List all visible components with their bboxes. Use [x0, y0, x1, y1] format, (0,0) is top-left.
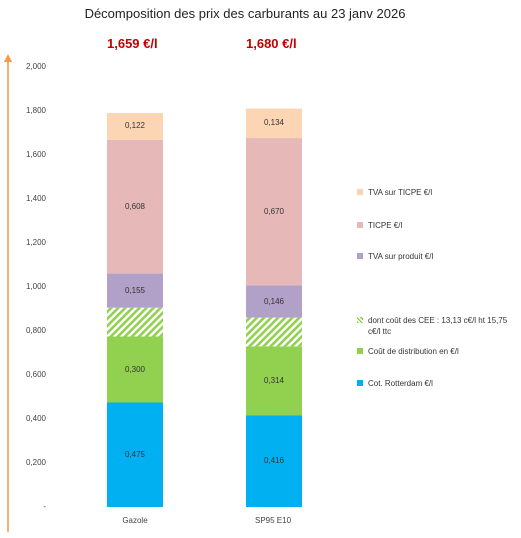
x-tick-sp95: SP95 E10: [254, 516, 292, 525]
legend-item: TICPE €/l: [357, 220, 517, 231]
y-tick-label: 1,600: [25, 150, 46, 159]
legend-item: Coût de distribution en €/l: [357, 346, 517, 357]
data-label: 0,416: [263, 456, 285, 466]
legend-label: dont coût des CEE : 13,13 c€/l ht 15,75 …: [368, 316, 508, 336]
y-tick-label: 0,400: [25, 414, 46, 423]
legend-label: TVA sur produit €/l: [368, 252, 434, 261]
bar-segment-sp95-e10-5: [246, 108, 302, 139]
y-tick-label: 0,600: [25, 370, 46, 379]
legend-label: TVA sur TICPE €/l: [368, 188, 433, 197]
chart-title: Décomposition des prix des carburants au…: [84, 6, 406, 21]
data-label: 0,146: [263, 296, 285, 306]
y-tick-label: -: [43, 502, 46, 511]
bar-segment-gazole-3: [107, 273, 163, 308]
price-label-gazole: 1,659 €/l: [107, 36, 158, 51]
data-label: 0,670: [263, 206, 285, 216]
legend-swatch: [357, 189, 363, 195]
legend-swatch: [357, 317, 363, 323]
legend-label: TICPE €/l: [368, 221, 403, 230]
legend-item: Cot. Rotterdam €/l: [357, 378, 517, 389]
data-label: 0,300: [124, 364, 146, 374]
data-label: 0,608: [124, 201, 146, 211]
y-tick-label: 1,400: [25, 194, 46, 203]
data-label: 0,134: [263, 118, 285, 128]
bar-segment-gazole-4: [107, 139, 163, 274]
y-tick-label: 0,200: [25, 458, 46, 467]
vertical-arrow-head: [4, 54, 12, 62]
legend-item: TVA sur TICPE €/l: [357, 187, 517, 198]
price-label-sp95: 1,680 €/l: [246, 36, 297, 51]
y-tick-label: 0,800: [25, 326, 46, 335]
bar-segment-gazole-5: [107, 112, 163, 140]
legend-item: dont coût des CEE : 13,13 c€/l ht 15,75 …: [357, 315, 517, 337]
data-label: 0,122: [124, 121, 146, 131]
bar-segment-sp95-e10-3: [246, 285, 302, 318]
y-tick-label: 1,200: [25, 238, 46, 247]
data-label: 0,314: [263, 375, 285, 385]
data-label: 0,475: [124, 449, 146, 459]
data-label: 0,155: [124, 285, 146, 295]
legend-swatch: [357, 253, 363, 259]
bar-segment-sp95-e10-4: [246, 138, 302, 286]
legend-item: TVA sur produit €/l: [357, 251, 517, 262]
bar-segment-gazole-0: [107, 402, 163, 507]
legend-label: Cot. Rotterdam €/l: [368, 379, 433, 388]
bar-segment-sp95-e10-0: [246, 415, 302, 507]
y-tick-label: 1,800: [25, 106, 46, 115]
legend-label: Coût de distribution en €/l: [368, 347, 459, 356]
legend-swatch: [357, 222, 363, 228]
y-tick-label: 2,000: [25, 62, 46, 71]
legend-swatch: [357, 348, 363, 354]
y-tick-label: 1,000: [25, 282, 46, 291]
bar-segment-sp95-e10-2: [246, 317, 302, 347]
legend-swatch: [357, 380, 363, 386]
x-tick-gazole: Gazole: [122, 516, 148, 525]
bar-segment-sp95-e10-1: [246, 346, 302, 416]
bar-segment-gazole-1: [107, 336, 163, 403]
bar-segment-gazole-2: [107, 307, 163, 337]
